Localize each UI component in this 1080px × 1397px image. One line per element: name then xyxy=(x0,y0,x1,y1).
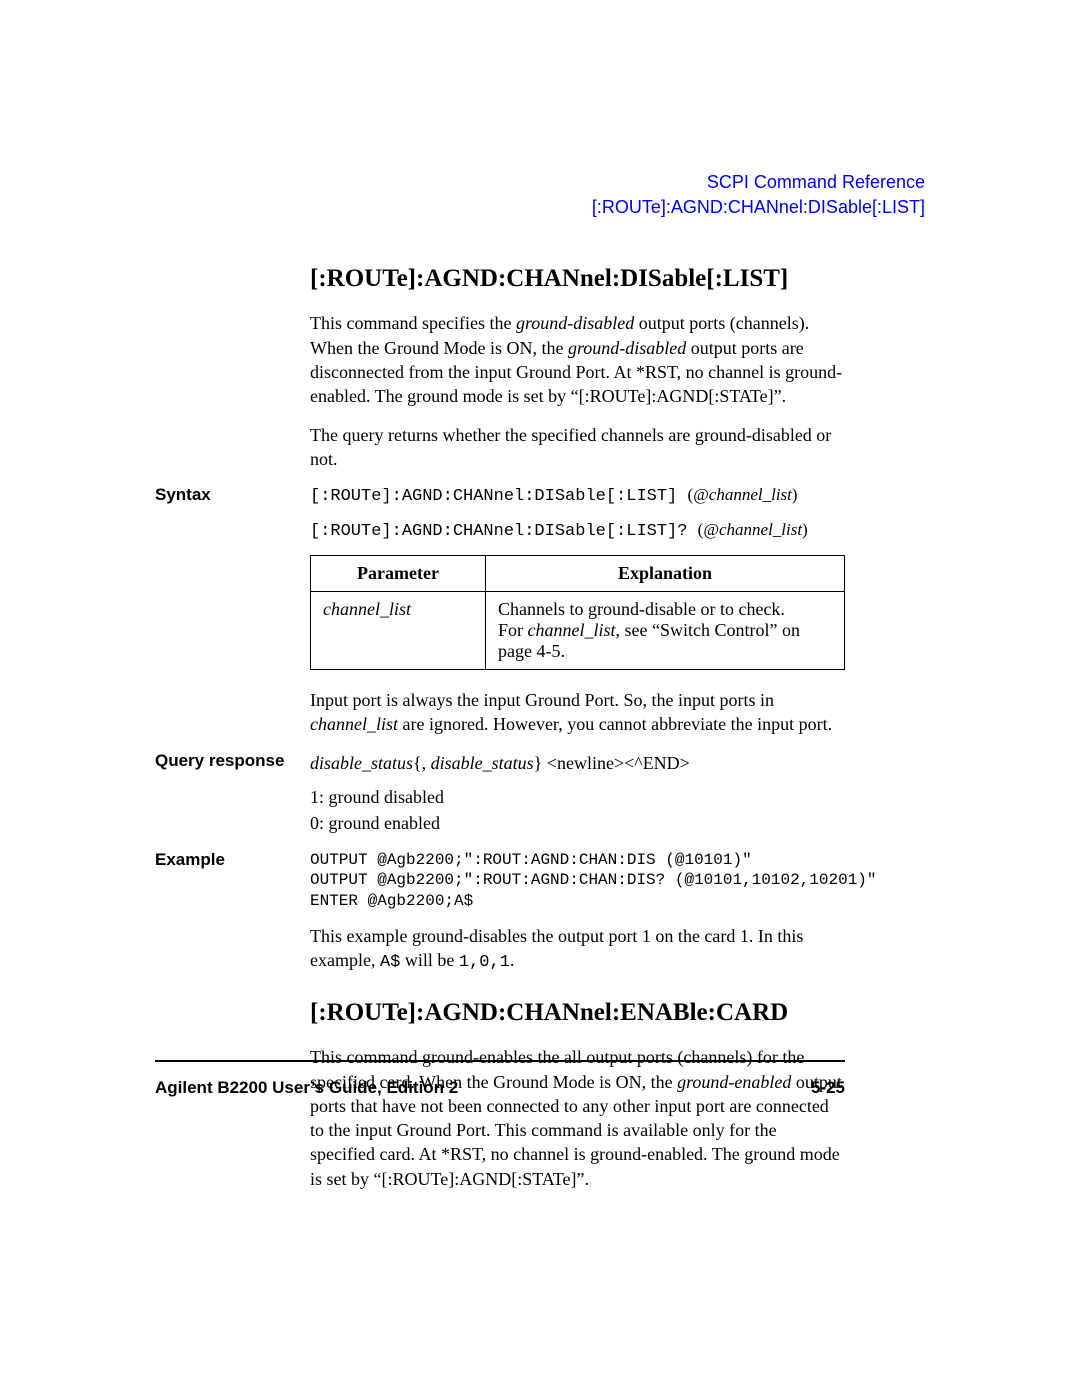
query-response-line: disable_status{, disable_status} <newlin… xyxy=(310,751,845,775)
page-header: SCPI Command Reference [:ROUTe]:AGND:CHA… xyxy=(155,170,925,220)
parameter-table: Parameter Explanation channel_list Chann… xyxy=(310,555,845,670)
footer-left: Agilent B2200 User’s Guide, Edition 2 xyxy=(155,1078,458,1098)
table-row: channel_list Channels to ground-disable … xyxy=(311,592,845,670)
section1-para3: Input port is always the input Ground Po… xyxy=(310,688,845,737)
section2-heading: [:ROUTe]:AGND:CHANnel:ENABle:CARD xyxy=(310,999,845,1027)
page-content: SCPI Command Reference [:ROUTe]:AGND:CHA… xyxy=(155,170,925,1205)
syntax-block: Syntax [:ROUTe]:AGND:CHANnel:DISable[:LI… xyxy=(155,485,925,737)
query-value-0: 0: ground enabled xyxy=(310,811,845,835)
footer-right: 5-25 xyxy=(811,1078,845,1098)
example-text: This example ground-disables the output … xyxy=(310,924,845,975)
syntax-label: Syntax xyxy=(155,485,211,505)
footer-rule xyxy=(155,1060,845,1062)
example-code: OUTPUT @Agb2200;":ROUT:AGND:CHAN:DIS (@1… xyxy=(310,850,845,912)
header-line-2: [:ROUTe]:AGND:CHANnel:DISable[:LIST] xyxy=(155,195,925,220)
th-parameter: Parameter xyxy=(311,556,486,592)
header-line-1: SCPI Command Reference xyxy=(155,170,925,195)
page-footer: Agilent B2200 User’s Guide, Edition 2 5-… xyxy=(155,1078,845,1098)
example-block: Example OUTPUT @Agb2200;":ROUT:AGND:CHAN… xyxy=(155,850,925,976)
syntax-line-2: [:ROUTe]:AGND:CHANnel:DISable[:LIST]? (@… xyxy=(310,520,845,541)
table-header-row: Parameter Explanation xyxy=(311,556,845,592)
query-response-label: Query response xyxy=(155,751,284,771)
section2-para1: This command ground-enables the all outp… xyxy=(310,1045,845,1191)
th-explanation: Explanation xyxy=(486,556,845,592)
td-param: channel_list xyxy=(311,592,486,670)
section-disable-list: [:ROUTe]:AGND:CHANnel:DISable[:LIST] Thi… xyxy=(310,265,845,471)
query-response-block: Query response disable_status{, disable_… xyxy=(155,751,925,836)
query-value-1: 1: ground disabled xyxy=(310,785,845,809)
example-label: Example xyxy=(155,850,225,870)
td-explanation: Channels to ground-disable or to check. … xyxy=(486,592,845,670)
section1-para1: This command specifies the ground-disabl… xyxy=(310,311,845,408)
section-heading: [:ROUTe]:AGND:CHANnel:DISable[:LIST] xyxy=(310,265,845,293)
syntax-line-1: [:ROUTe]:AGND:CHANnel:DISable[:LIST] (@c… xyxy=(310,485,845,506)
section1-para2: The query returns whether the specified … xyxy=(310,423,845,472)
